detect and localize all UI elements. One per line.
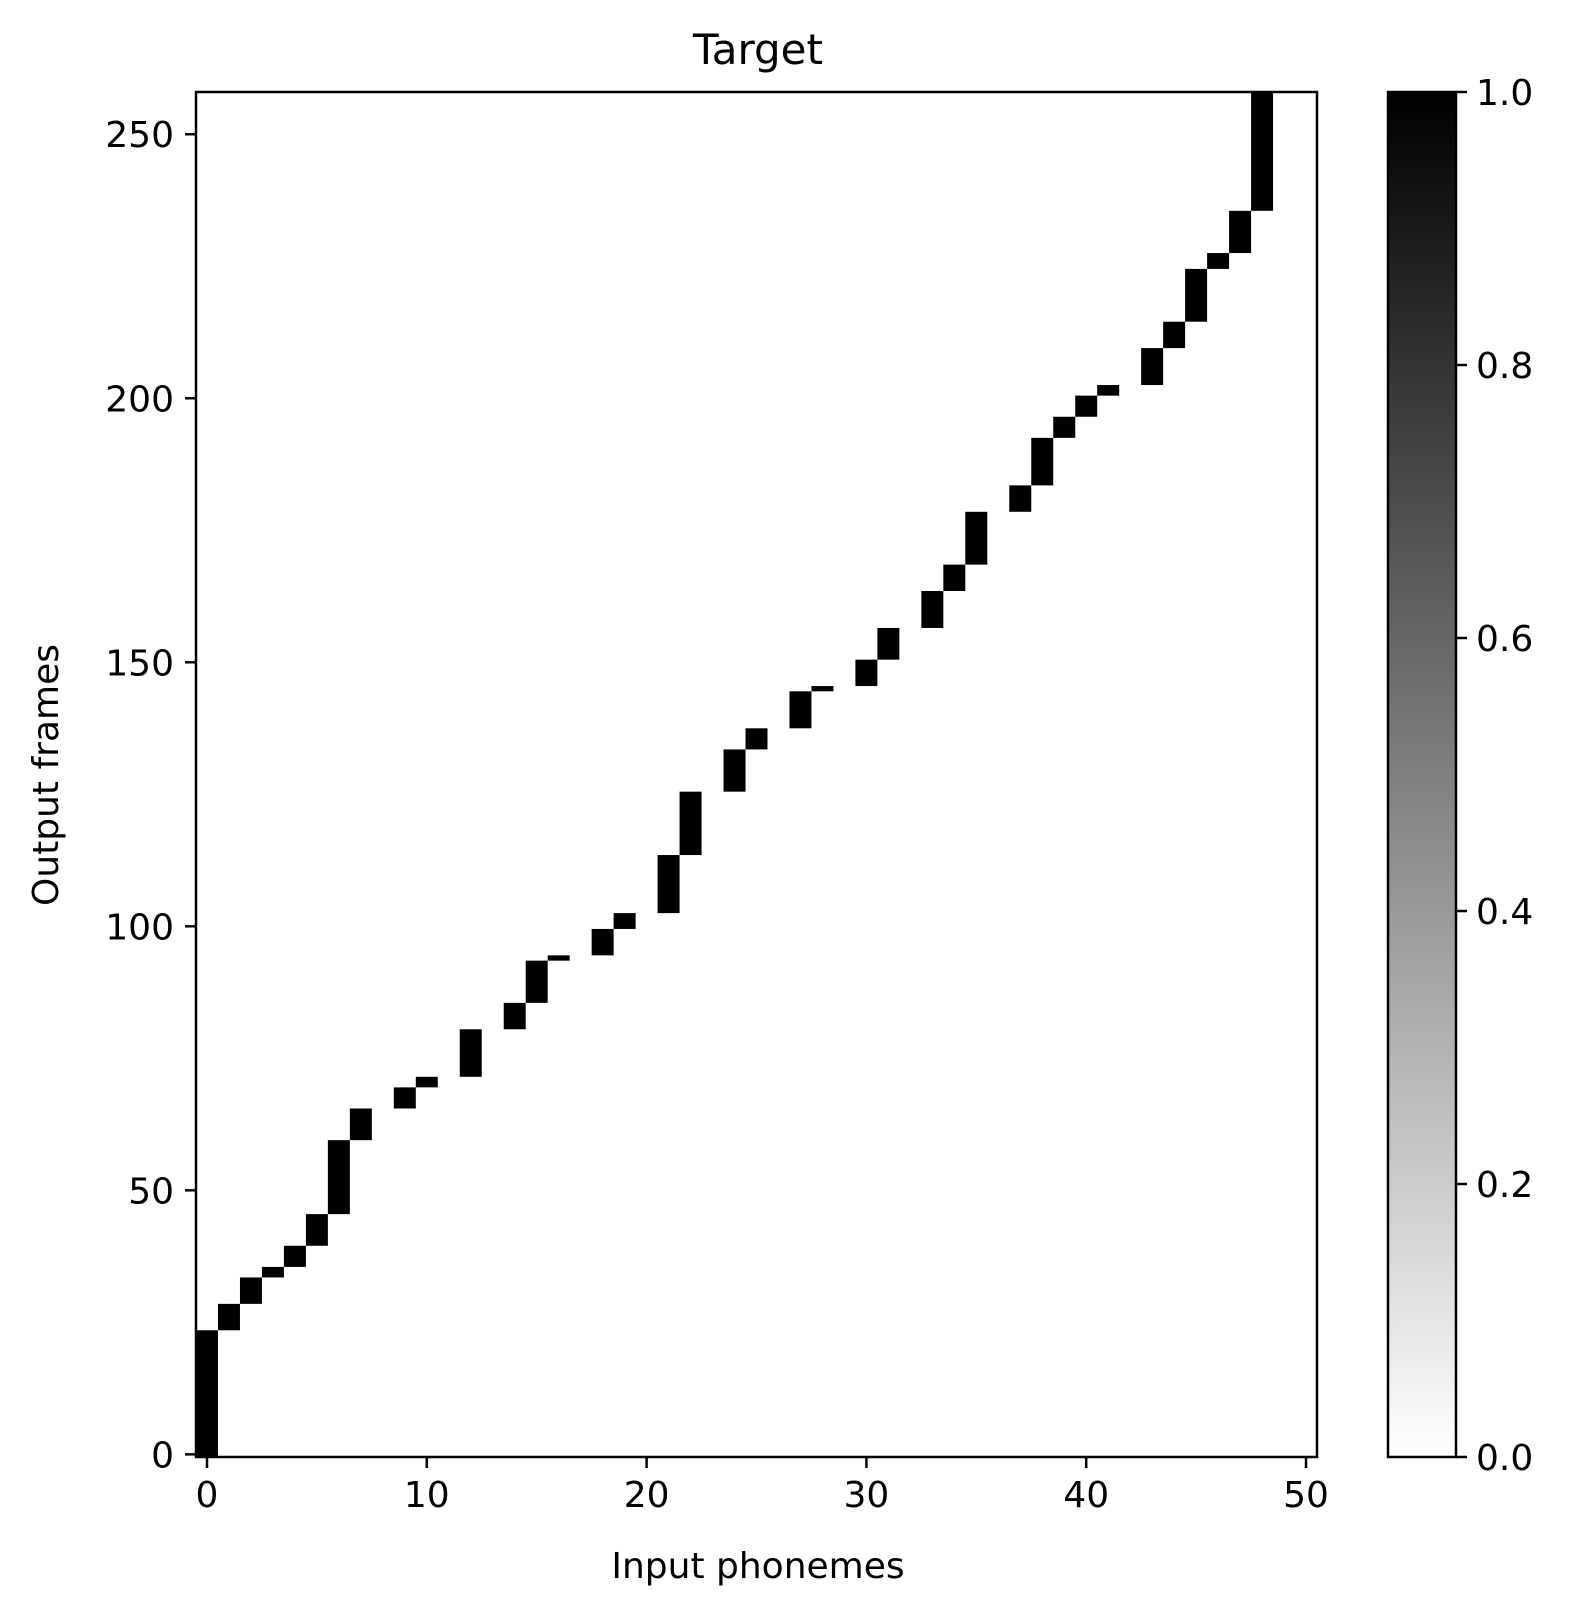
alignment-cell — [503, 1002, 526, 1030]
alignment-cell — [217, 1303, 240, 1331]
plot-frame — [194, 90, 1319, 1459]
alignment-cell — [789, 691, 812, 729]
alignment-cell — [415, 1076, 438, 1088]
y-axis: 0 50 100 150 200 250 — [105, 115, 196, 1476]
alignment-cell — [1075, 395, 1098, 417]
alignment-cell — [1185, 268, 1208, 322]
x-tick-label: 50 — [1283, 1475, 1329, 1516]
alignment-cell — [1229, 210, 1252, 254]
colorbar-tick-label: 0.4 — [1476, 892, 1533, 933]
alignment-cell — [1053, 416, 1076, 438]
alignment-cell — [921, 591, 944, 628]
colorbar-tick-label: 0.0 — [1476, 1438, 1533, 1479]
plot-background — [196, 92, 1317, 1457]
alignment-cell — [283, 1245, 306, 1267]
alignment-cell — [349, 1108, 372, 1141]
alignment-cell — [745, 728, 768, 750]
alignment-cell — [261, 1266, 284, 1278]
alignment-cell — [196, 1330, 218, 1457]
colorbar-tick-label: 1.0 — [1476, 73, 1533, 114]
x-tick-label: 20 — [624, 1475, 670, 1516]
alignment-cell — [1207, 253, 1230, 269]
y-tick-label: 100 — [105, 907, 174, 948]
heatmap-cells — [196, 92, 1274, 1457]
alignment-cell — [1251, 92, 1274, 211]
colorbar — [1386, 90, 1458, 1459]
alignment-cell — [547, 955, 570, 961]
y-tick-label: 50 — [128, 1171, 174, 1212]
alignment-cell — [1163, 321, 1186, 349]
alignment-cell — [327, 1140, 350, 1215]
alignment-cell — [1009, 485, 1032, 512]
alignment-cell — [811, 686, 834, 692]
alignment-cell — [965, 511, 988, 565]
alignment-cell — [591, 928, 614, 956]
y-tick-label: 200 — [105, 379, 174, 420]
alignment-cell — [613, 913, 636, 929]
colorbar-axis: 0.0 0.2 0.4 0.6 0.8 1.0 — [1456, 73, 1533, 1479]
x-axis: 0 10 20 30 40 50 — [196, 1457, 1329, 1516]
alignment-cell — [525, 960, 548, 1003]
alignment-cell — [723, 749, 746, 792]
alignment-cell — [855, 659, 878, 687]
alignment-cell — [1141, 348, 1164, 386]
y-tick-label: 150 — [105, 643, 174, 684]
x-axis-title: Input phonemes — [611, 1546, 904, 1587]
y-axis-title: Output frames — [26, 644, 67, 906]
alignment-cell — [679, 791, 702, 856]
y-tick-label: 250 — [105, 115, 174, 156]
alignment-cell — [877, 627, 900, 660]
colorbar-tick-label: 0.6 — [1476, 619, 1533, 660]
alignment-cell — [239, 1277, 262, 1304]
alignment-cell — [305, 1214, 328, 1246]
alignment-cell — [1031, 437, 1054, 486]
y-tick-label: 0 — [151, 1435, 174, 1476]
alignment-cell — [943, 564, 966, 591]
x-tick-label: 10 — [404, 1475, 450, 1516]
x-tick-label: 40 — [1063, 1475, 1109, 1516]
alignment-cell — [393, 1087, 416, 1109]
colorbar-tick-label: 0.8 — [1476, 346, 1533, 387]
alignment-cell — [459, 1029, 482, 1077]
x-tick-label: 30 — [843, 1475, 889, 1516]
alignment-cell — [657, 855, 680, 914]
chart-title: Target — [692, 25, 823, 74]
alignment-cell — [1097, 385, 1120, 396]
x-tick-label: 0 — [196, 1475, 219, 1516]
colorbar-tick-label: 0.2 — [1476, 1165, 1533, 1206]
